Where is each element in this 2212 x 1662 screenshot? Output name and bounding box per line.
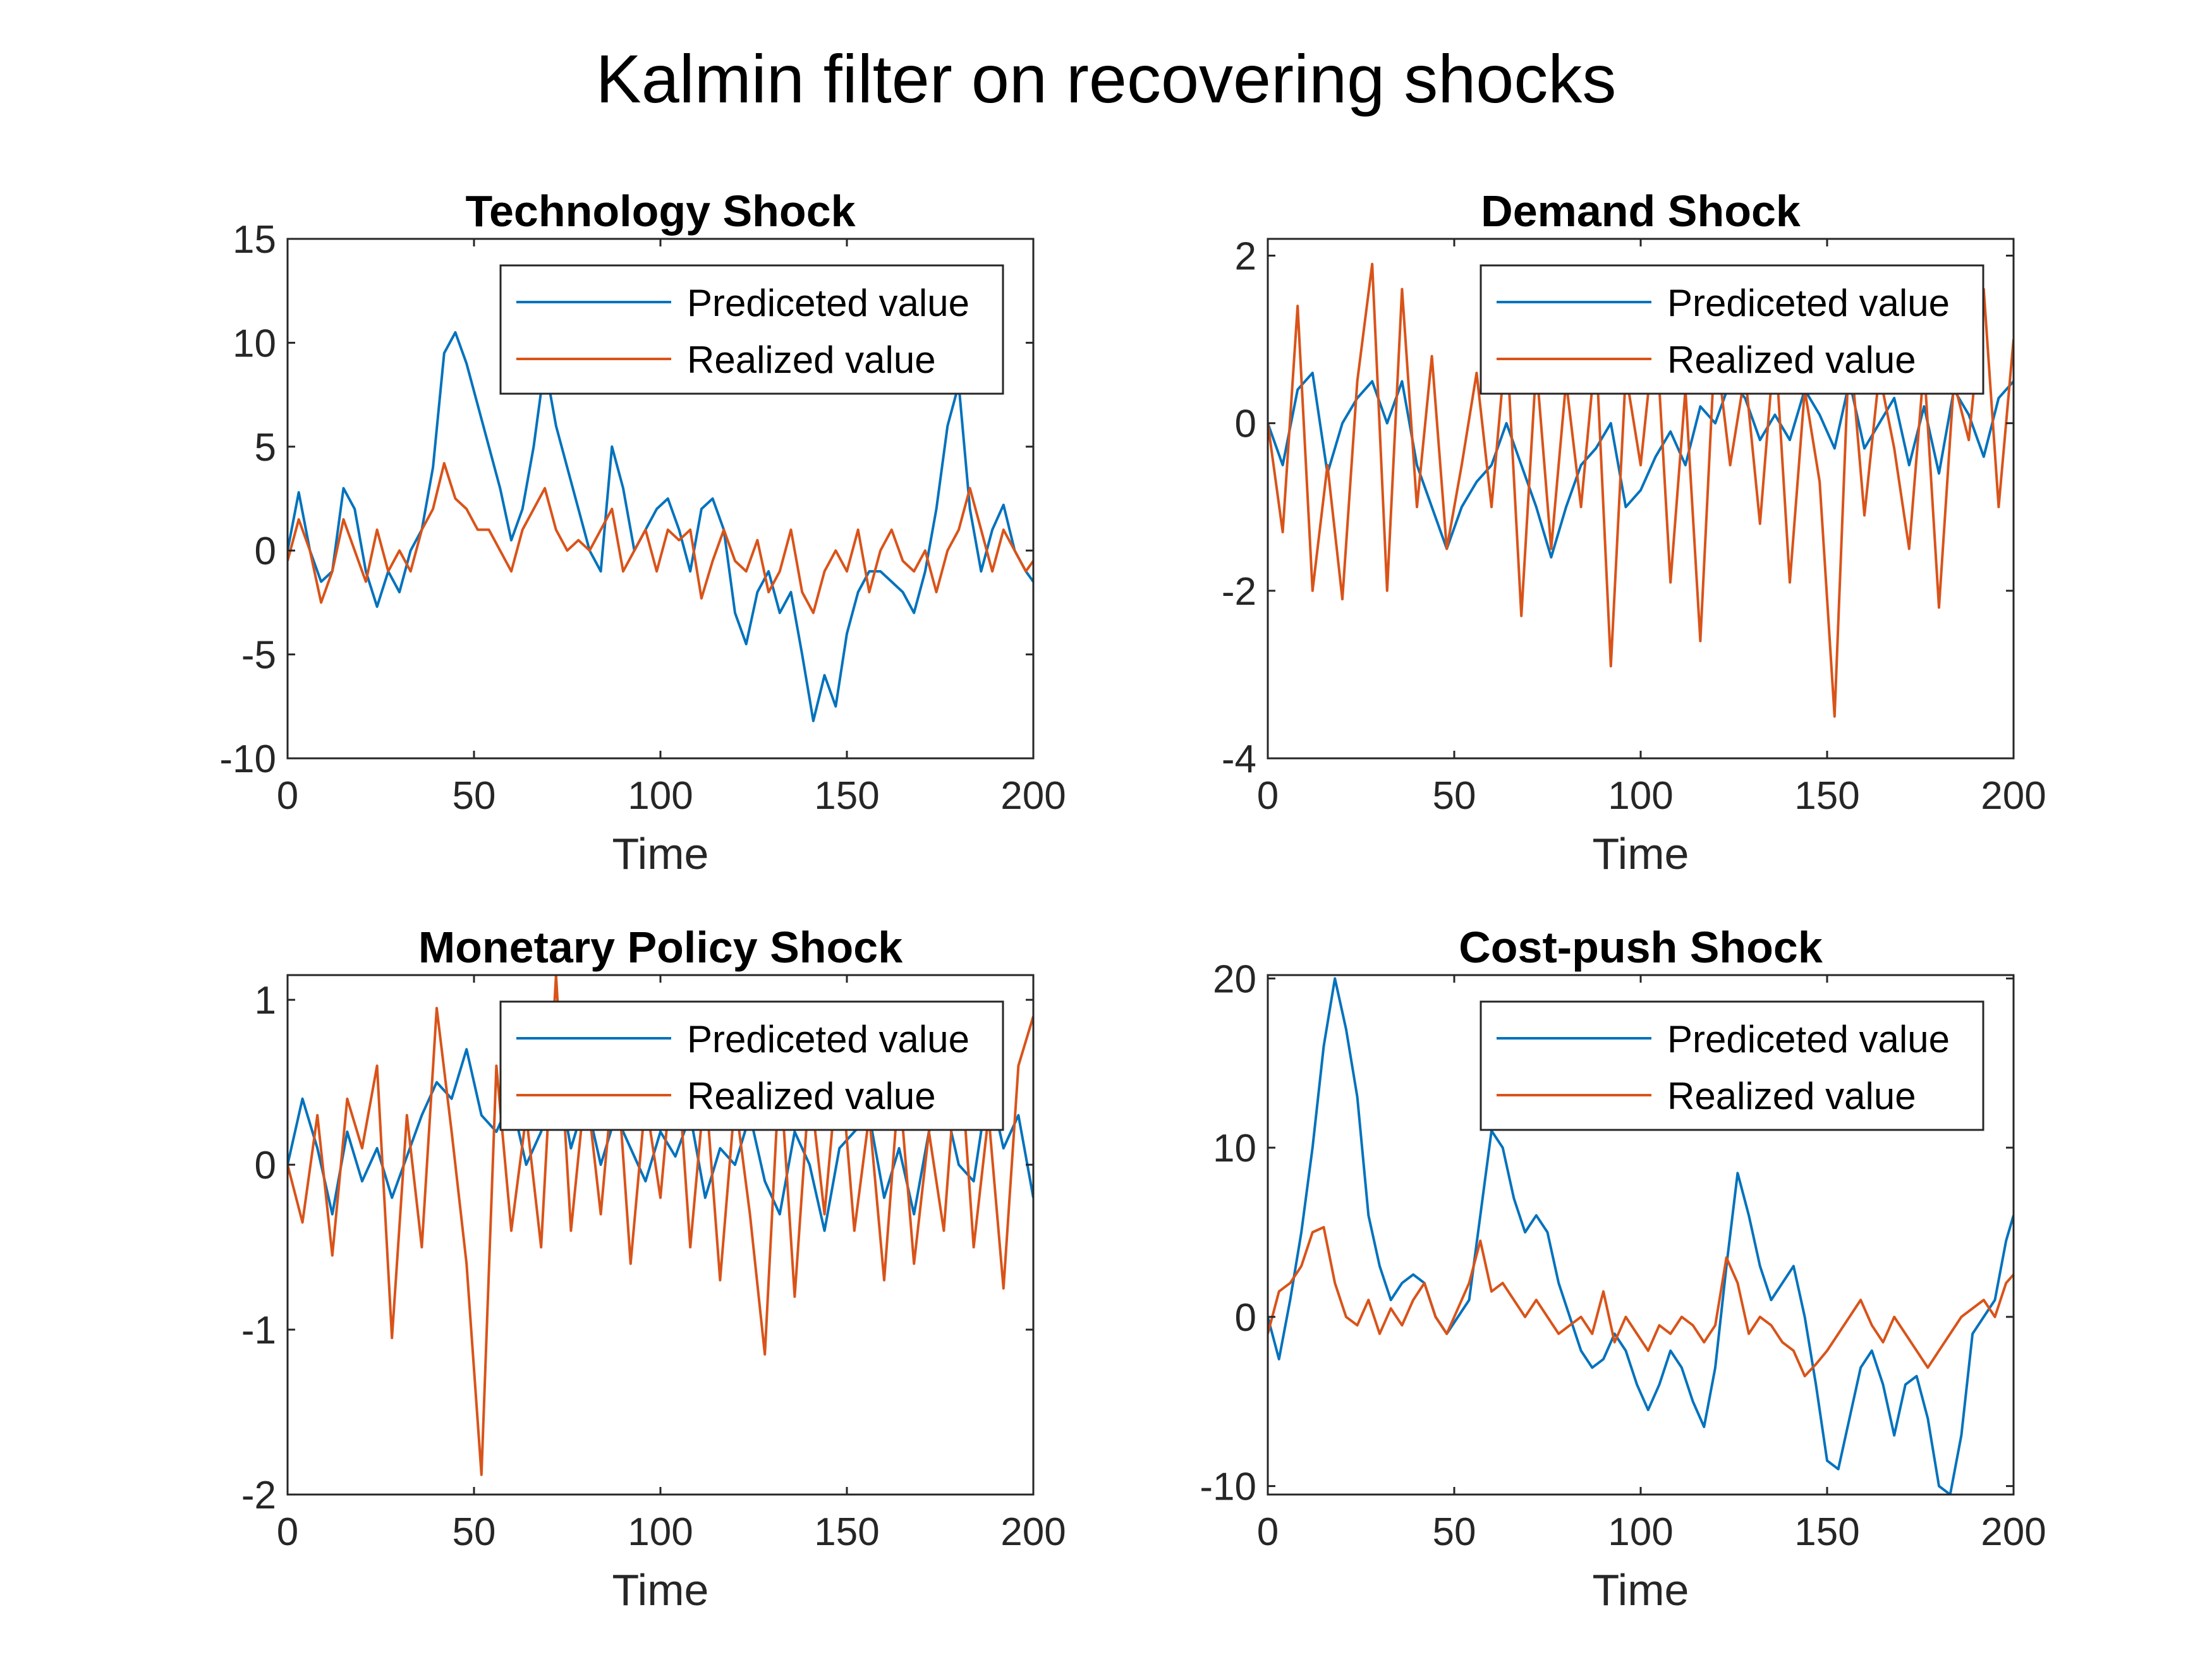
y-tick-label: 1	[255, 979, 276, 1022]
y-tick-label: 0	[1235, 1296, 1256, 1340]
subplot-3: 0 50 100 150 200 -2 -1 0 1 Monetary Policy Shock T…	[241, 923, 1066, 1615]
x-tick-label: 150	[1794, 774, 1859, 818]
y-tick-label: -1	[241, 1309, 276, 1352]
y-tick-label: 0	[255, 530, 276, 573]
x-tick-label: 200	[1981, 1510, 2046, 1554]
x-tick-label: 0	[1257, 774, 1279, 818]
series-line-predicted	[1268, 977, 2014, 1495]
y-tick-label: 0	[255, 1144, 276, 1187]
subplot-title: Technology Shock	[465, 186, 855, 236]
legend-box	[1480, 1000, 1984, 1131]
y-tick-label: 0	[1235, 403, 1256, 446]
x-tick-label: 100	[628, 774, 693, 818]
x-tick-label: 0	[1257, 1510, 1279, 1554]
x-tick-label: 50	[453, 774, 496, 818]
legend-label: Realized value	[1667, 1075, 1916, 1117]
legend: Prediceted value Realized value	[1480, 1000, 1984, 1131]
legend-label: Realized value	[687, 1075, 936, 1117]
subplot-title: Demand Shock	[1481, 186, 1801, 236]
x-tick-label: 200	[1000, 774, 1066, 818]
y-tick-label: 10	[1213, 1127, 1256, 1170]
y-tick-label: -10	[219, 737, 276, 781]
y-tick-label: -2	[241, 1474, 276, 1517]
legend-box	[1480, 264, 1984, 395]
legend-label: Prediceted value	[687, 1018, 969, 1060]
legend: Prediceted value Realized value	[499, 264, 1004, 395]
x-tick-label: 50	[1433, 1510, 1476, 1554]
y-tick-label: 10	[233, 322, 276, 365]
legend-label: Realized value	[687, 339, 936, 381]
legend-label: Prediceted value	[1667, 1018, 1950, 1060]
y-tick-label: 5	[255, 426, 276, 470]
series-line-realized	[1268, 1226, 2014, 1378]
series-line-realized	[288, 462, 1033, 614]
x-tick-label: 0	[277, 774, 298, 818]
legend-label: Realized value	[1667, 339, 1916, 381]
x-tick-label: 0	[277, 1510, 298, 1554]
x-axis-label: Time	[1593, 829, 1689, 878]
y-tick-label: -5	[241, 634, 276, 677]
legend: Prediceted value Realized value	[499, 1000, 1004, 1131]
x-tick-label: 150	[1794, 1510, 1859, 1554]
x-axis-label: Time	[612, 829, 709, 878]
legend: Prediceted value Realized value	[1480, 264, 1984, 395]
subplot-title: Cost-push Shock	[1459, 923, 1823, 972]
legend-label: Prediceted value	[1667, 282, 1950, 324]
x-axis-label: Time	[612, 1565, 709, 1615]
x-tick-label: 100	[1608, 774, 1673, 818]
x-tick-label: 200	[1981, 774, 2046, 818]
x-axis-label: Time	[1593, 1565, 1689, 1615]
legend-box	[499, 1000, 1004, 1131]
subplot-2: 0 50 100 150 200 -4 -2 0 2 Demand Shock Time Predic…	[1222, 186, 2046, 878]
legend-box	[499, 264, 1004, 395]
x-tick-label: 100	[1608, 1510, 1673, 1554]
legend-label: Prediceted value	[687, 282, 969, 324]
subplot-title: Monetary Policy Shock	[418, 923, 902, 972]
series-line-realized	[1268, 262, 2014, 718]
y-tick-label: -10	[1200, 1465, 1256, 1509]
y-tick-label: 20	[1213, 957, 1256, 1001]
y-tick-label: 15	[233, 218, 276, 262]
y-tick-label: -2	[1222, 570, 1256, 614]
subplot-1: 0 50 100 150 200 -10 -5 0 5 10 15 Technology Shock T…	[219, 186, 1066, 878]
y-tick-label: 2	[1235, 235, 1256, 279]
y-tick-label: -4	[1222, 737, 1256, 781]
series-line-predicted	[288, 331, 1033, 722]
x-tick-label: 50	[1433, 774, 1476, 818]
series-line-realized	[288, 975, 1033, 1476]
x-tick-label: 50	[453, 1510, 496, 1554]
x-tick-label: 100	[628, 1510, 693, 1554]
x-tick-label: 150	[814, 774, 879, 818]
x-tick-label: 150	[814, 1510, 879, 1554]
x-tick-label: 200	[1000, 1510, 1066, 1554]
figure-title: Kalmin filter on recovering shocks	[595, 40, 1617, 117]
series-line-predicted	[1268, 372, 2014, 559]
